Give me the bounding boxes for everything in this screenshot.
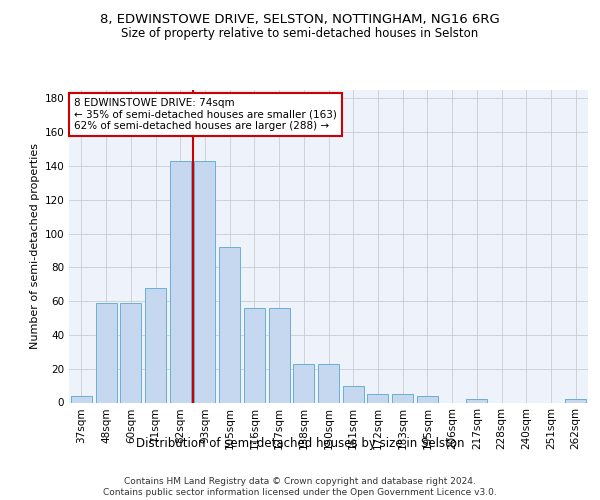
Bar	[194, 161, 215, 402]
Text: 8, EDWINSTOWE DRIVE, SELSTON, NOTTINGHAM, NG16 6RG: 8, EDWINSTOWE DRIVE, SELSTON, NOTTINGHAM…	[100, 12, 500, 26]
Text: Contains HM Land Registry data © Crown copyright and database right 2024.
Contai: Contains HM Land Registry data © Crown c…	[103, 478, 497, 497]
Bar	[466, 399, 487, 402]
Text: Size of property relative to semi-detached houses in Selston: Size of property relative to semi-detach…	[121, 28, 479, 40]
Text: 8 EDWINSTOWE DRIVE: 74sqm
← 35% of semi-detached houses are smaller (163)
62% of: 8 EDWINSTOWE DRIVE: 74sqm ← 35% of semi-…	[74, 98, 337, 131]
Bar	[244, 308, 265, 402]
Bar	[170, 161, 191, 402]
Bar	[392, 394, 413, 402]
Y-axis label: Number of semi-detached properties: Number of semi-detached properties	[30, 143, 40, 349]
Text: Distribution of semi-detached houses by size in Selston: Distribution of semi-detached houses by …	[136, 438, 464, 450]
Bar	[95, 303, 116, 402]
Bar	[269, 308, 290, 402]
Bar	[417, 396, 438, 402]
Bar	[120, 303, 141, 402]
Bar	[343, 386, 364, 402]
Bar	[71, 396, 92, 402]
Bar	[219, 247, 240, 402]
Bar	[565, 399, 586, 402]
Bar	[367, 394, 388, 402]
Bar	[293, 364, 314, 403]
Bar	[145, 288, 166, 403]
Bar	[318, 364, 339, 403]
